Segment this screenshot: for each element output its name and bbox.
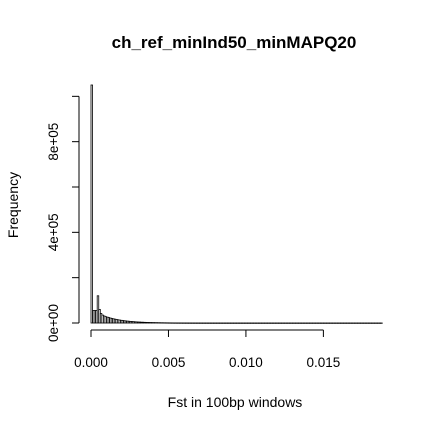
y-tick-label: 4e+05 bbox=[46, 213, 61, 251]
chart-title: ch_ref_minInd50_minMAPQ20 bbox=[112, 33, 357, 52]
x-axis-label: Fst in 100bp windows bbox=[168, 394, 303, 410]
y-tick-label: 0e+00 bbox=[46, 304, 61, 342]
x-tick-label: 0.000 bbox=[74, 355, 108, 370]
y-axis: 0e+00 4e+05 8e+05 bbox=[46, 95, 80, 342]
x-axis: 0.000 0.005 0.010 0.015 bbox=[74, 329, 340, 370]
x-tick-label: 0.015 bbox=[306, 355, 340, 370]
histogram-bar bbox=[90, 84, 93, 324]
y-axis-label: Frequency bbox=[5, 172, 21, 238]
x-tick-label: 0.010 bbox=[229, 355, 263, 370]
x-tick-label: 0.005 bbox=[152, 355, 186, 370]
y-tick-label: 8e+05 bbox=[46, 123, 61, 161]
histogram-bars bbox=[90, 84, 383, 324]
